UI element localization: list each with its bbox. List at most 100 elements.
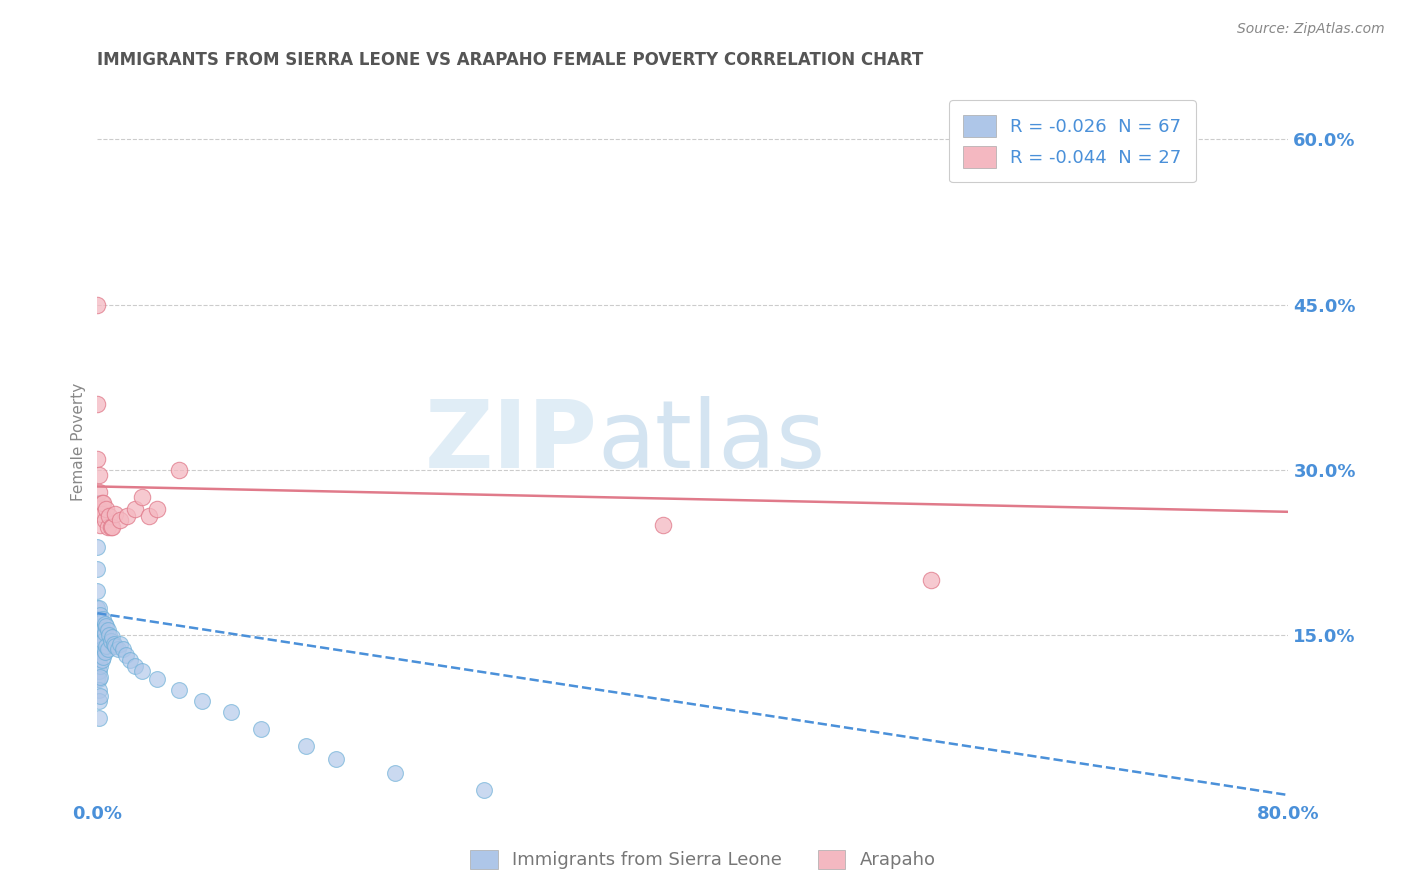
Point <box>384 766 406 780</box>
Point <box>86 584 108 599</box>
Point <box>89 670 111 684</box>
Text: IMMIGRANTS FROM SIERRA LEONE VS ARAPAHO FEMALE POVERTY CORRELATION CHART: IMMIGRANTS FROM SIERRA LEONE VS ARAPAHO … <box>97 51 924 69</box>
Legend: R = -0.026  N = 67, R = -0.044  N = 27: R = -0.026 N = 67, R = -0.044 N = 27 <box>949 100 1197 182</box>
Point <box>104 640 127 654</box>
Point <box>101 631 124 645</box>
Point <box>87 664 110 678</box>
Point <box>90 623 112 637</box>
Point <box>114 648 136 662</box>
Point <box>120 652 142 666</box>
Point <box>89 628 111 642</box>
Point <box>107 641 129 656</box>
Point <box>86 617 108 632</box>
Point <box>167 683 190 698</box>
Point <box>94 626 117 640</box>
Point <box>98 628 121 642</box>
Point <box>87 711 110 725</box>
Point <box>86 297 108 311</box>
Point <box>131 491 153 505</box>
Point <box>90 496 112 510</box>
Point <box>86 397 108 411</box>
Point <box>111 641 134 656</box>
Point <box>87 640 110 654</box>
Point <box>97 520 120 534</box>
Point <box>250 722 273 736</box>
Point <box>115 509 138 524</box>
Text: atlas: atlas <box>598 396 825 489</box>
Point <box>124 659 146 673</box>
Point <box>86 650 108 665</box>
Point <box>89 640 111 654</box>
Point <box>87 631 110 645</box>
Point <box>86 496 108 510</box>
Point <box>87 645 110 659</box>
Point <box>87 694 110 708</box>
Point <box>294 739 316 753</box>
Point <box>89 608 111 623</box>
Point <box>325 752 347 766</box>
Point <box>86 673 108 687</box>
Point <box>100 633 122 648</box>
Point <box>90 615 112 629</box>
Point <box>94 617 117 632</box>
Point <box>87 501 110 516</box>
Point <box>97 641 120 656</box>
Point <box>89 659 111 673</box>
Point <box>97 623 120 637</box>
Point <box>96 619 118 633</box>
Point <box>474 782 496 797</box>
Point <box>146 673 169 687</box>
Point <box>90 641 112 656</box>
Point <box>89 518 111 533</box>
Point <box>89 648 111 662</box>
Text: ZIP: ZIP <box>425 396 598 489</box>
Point <box>920 573 942 587</box>
Point <box>86 633 108 648</box>
Point <box>87 600 110 615</box>
Point <box>91 612 114 626</box>
Point <box>96 501 118 516</box>
Point <box>100 520 122 534</box>
Point <box>86 562 108 576</box>
Point <box>108 637 131 651</box>
Legend: Immigrants from Sierra Leone, Arapaho: Immigrants from Sierra Leone, Arapaho <box>461 841 945 879</box>
Point <box>190 694 212 708</box>
Point <box>146 501 169 516</box>
Point <box>98 509 121 524</box>
Point <box>124 501 146 516</box>
Point <box>103 637 125 651</box>
Point <box>138 509 160 524</box>
Point <box>96 640 118 654</box>
Point <box>91 650 114 665</box>
Point <box>91 633 114 648</box>
Point <box>86 600 108 615</box>
Point <box>89 507 111 521</box>
Point <box>87 485 110 500</box>
Point <box>101 520 124 534</box>
Point <box>87 468 110 483</box>
Text: Source: ZipAtlas.com: Source: ZipAtlas.com <box>1237 22 1385 37</box>
Point <box>86 451 108 466</box>
Point <box>87 656 110 670</box>
Point <box>131 664 153 678</box>
Point <box>89 689 111 703</box>
Point <box>87 683 110 698</box>
Point <box>94 645 117 659</box>
Point <box>91 496 114 510</box>
Point <box>90 631 112 645</box>
Point <box>89 619 111 633</box>
Point <box>87 612 110 626</box>
Point <box>87 623 110 637</box>
Point <box>221 706 243 720</box>
Point <box>104 507 127 521</box>
Point <box>90 652 112 666</box>
Point <box>167 463 190 477</box>
Point <box>108 512 131 526</box>
Point <box>87 673 110 687</box>
Y-axis label: Female Poverty: Female Poverty <box>72 384 86 501</box>
Point <box>86 540 108 554</box>
Point <box>90 507 112 521</box>
Point <box>652 518 675 533</box>
Point <box>94 512 117 526</box>
Point <box>91 623 114 637</box>
